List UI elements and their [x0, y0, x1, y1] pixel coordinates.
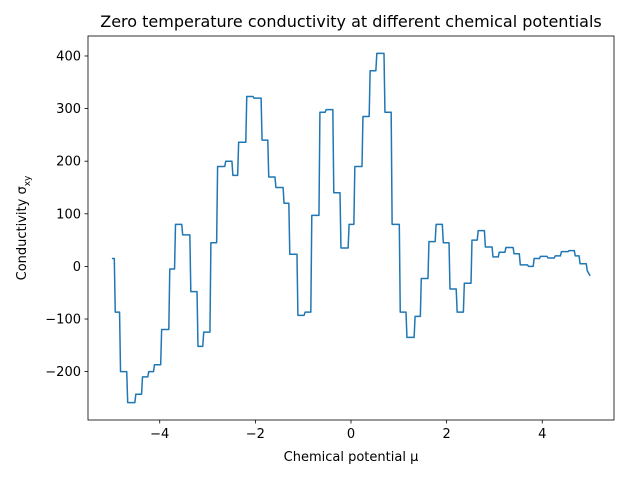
y-tick-label: 400 [56, 49, 81, 64]
x-tick-label: 4 [538, 427, 546, 442]
y-tick-label: 0 [73, 260, 81, 275]
y-tick-label: −100 [45, 313, 81, 328]
x-tick-label: −4 [150, 427, 169, 442]
x-tick-label: −2 [246, 427, 265, 442]
y-tick-label: 300 [56, 102, 81, 117]
y-axis-label-text: Conductivity σ [15, 186, 30, 280]
y-tick-label: 100 [56, 207, 81, 222]
x-tick-label: 2 [442, 427, 450, 442]
chart-title: Zero temperature conductivity at differe… [100, 12, 602, 31]
y-axis-label-subscript: xy [23, 175, 33, 186]
x-axis-label: Chemical potential μ [284, 450, 419, 465]
x-tick-label: 0 [347, 427, 355, 442]
plot-frame [87, 35, 615, 421]
y-tick-label: −200 [45, 365, 81, 380]
y-tick-label: 200 [56, 155, 81, 170]
y-axis-label: Conductivity σxy [15, 175, 33, 280]
line-series [111, 52, 591, 404]
